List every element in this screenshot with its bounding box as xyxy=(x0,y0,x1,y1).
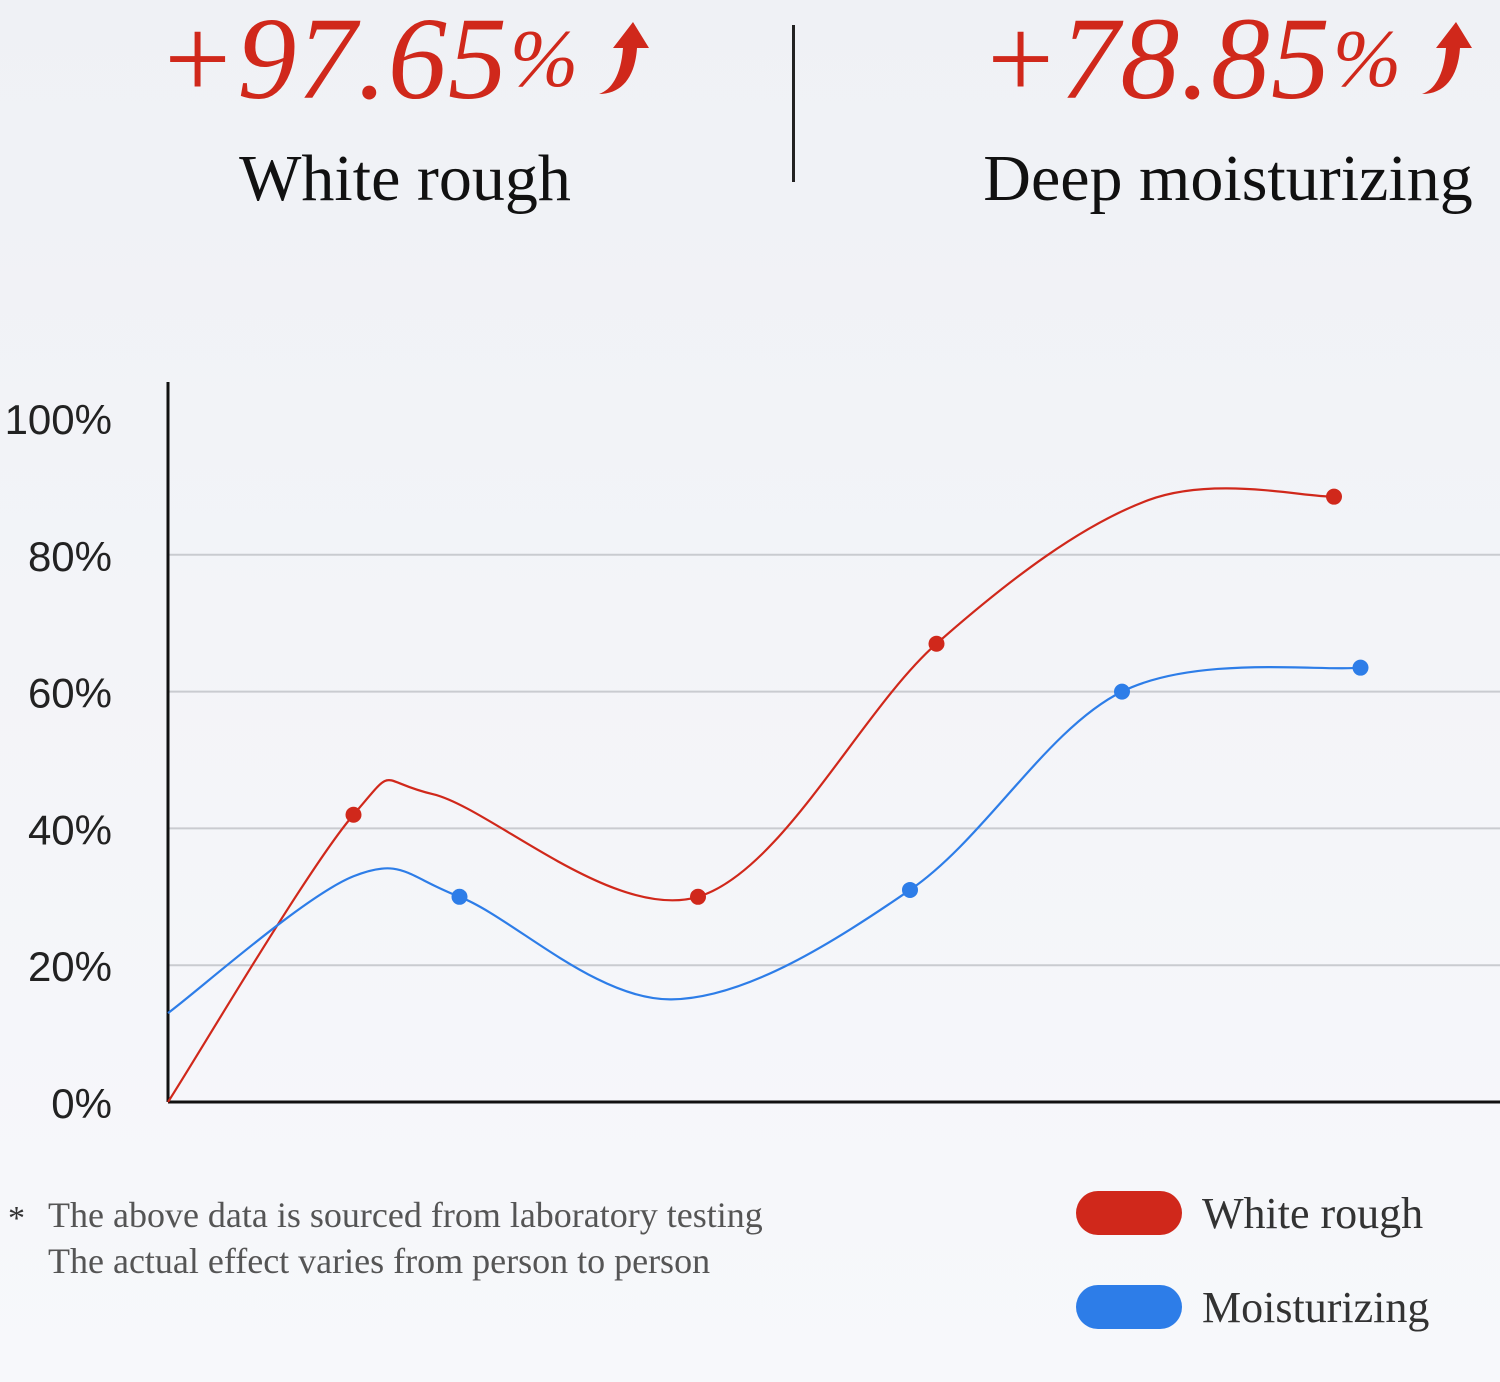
legend-label: Moisturizing xyxy=(1202,1282,1430,1332)
y-tick-label: 40% xyxy=(28,806,112,853)
y-tick-label: 20% xyxy=(28,943,112,990)
stat-value-deep-moisturizing: +78.85% xyxy=(968,0,1488,118)
arrow-up-icon xyxy=(599,22,650,94)
legend-label: White rough xyxy=(1202,1188,1424,1238)
series-line-moisturizing xyxy=(167,665,1361,1014)
legend-item-white-rough: White rough xyxy=(1076,1185,1429,1241)
arrow-up-icon xyxy=(1422,22,1473,94)
stat-unit: % xyxy=(509,13,580,104)
y-tick-label: 60% xyxy=(28,670,112,717)
data-point-moisturizing xyxy=(902,881,918,898)
footnote-line-1: The above data is sourced from laborator… xyxy=(48,1195,763,1235)
data-point-moisturizing xyxy=(1114,683,1130,700)
stat-value-white-rough: +97.65% xyxy=(140,0,670,118)
data-point-white-rough xyxy=(1326,488,1342,505)
data-point-moisturizing xyxy=(451,888,468,905)
data-point-white-rough xyxy=(928,635,945,652)
line-chart: 0% 20% 40% 60% 80% 100% xyxy=(5,382,1500,1120)
stat-deep-moisturizing: +78.85% Deep moisturizing xyxy=(968,0,1488,212)
footnote: * The above data is sourced from laborat… xyxy=(8,1192,763,1284)
legend-swatch-red xyxy=(1076,1191,1182,1235)
series-line-white-rough xyxy=(167,487,1335,1103)
y-tick-label: 80% xyxy=(28,533,112,580)
stat-unit: % xyxy=(1332,13,1403,104)
footnote-line-2: The actual effect varies from person to … xyxy=(48,1241,711,1281)
footnote-marker: * xyxy=(8,1200,25,1237)
data-point-white-rough xyxy=(345,806,362,823)
legend-item-moisturizing: Moisturizing xyxy=(1076,1279,1429,1335)
data-point-white-rough xyxy=(690,888,706,905)
stat-divider xyxy=(792,25,795,182)
stat-label: Deep moisturizing xyxy=(983,142,1473,215)
legend-swatch-blue xyxy=(1076,1285,1182,1329)
data-point-moisturizing xyxy=(1352,659,1369,676)
stat-number: +78.85 xyxy=(979,0,1331,124)
chart-legend: White rough Moisturizing xyxy=(1076,1185,1429,1373)
stat-label: White rough xyxy=(239,142,571,215)
stat-white-rough: +97.65% White rough xyxy=(140,0,670,212)
y-tick-label: 0% xyxy=(51,1080,112,1120)
y-tick-label: 100% xyxy=(5,396,112,443)
stat-number: +97.65 xyxy=(156,0,508,124)
